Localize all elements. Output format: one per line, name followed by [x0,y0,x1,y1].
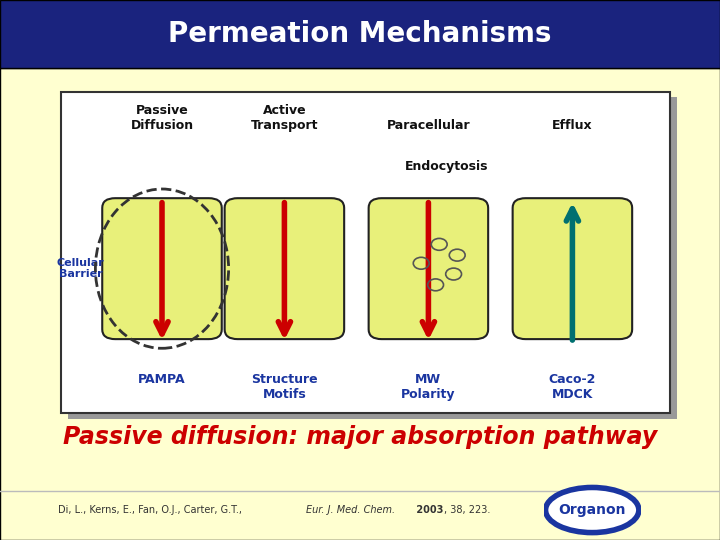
Text: Efflux: Efflux [552,119,593,132]
Text: Permeation Mechanisms: Permeation Mechanisms [168,20,552,48]
Text: Paracellular: Paracellular [387,119,470,132]
Text: Eur. J. Med. Chem.: Eur. J. Med. Chem. [306,505,395,515]
Text: Passive
Diffusion: Passive Diffusion [130,104,194,132]
Text: Di, L., Kerns, E., Fan, O.J., Carter, G.T.,: Di, L., Kerns, E., Fan, O.J., Carter, G.… [58,505,245,515]
Text: MW
Polarity: MW Polarity [401,373,456,401]
Text: PAMPA: PAMPA [138,373,186,386]
FancyBboxPatch shape [68,97,677,418]
Text: Organon: Organon [559,503,626,517]
Text: Active
Transport: Active Transport [251,104,318,132]
Text: Caco-2
MDCK: Caco-2 MDCK [549,373,596,401]
Text: , 38, 223.: , 38, 223. [444,505,490,515]
Text: Cellular
Barrier: Cellular Barrier [57,258,104,280]
FancyBboxPatch shape [513,198,632,339]
FancyBboxPatch shape [369,198,488,339]
FancyBboxPatch shape [61,92,670,413]
FancyBboxPatch shape [225,198,344,339]
FancyBboxPatch shape [0,0,720,68]
FancyBboxPatch shape [102,198,222,339]
FancyBboxPatch shape [0,68,720,540]
Text: 2003: 2003 [413,505,443,515]
Text: Structure
Motifs: Structure Motifs [251,373,318,401]
Ellipse shape [546,488,639,532]
Text: Endocytosis: Endocytosis [405,160,488,173]
Text: Passive diffusion: major absorption pathway: Passive diffusion: major absorption path… [63,426,657,449]
